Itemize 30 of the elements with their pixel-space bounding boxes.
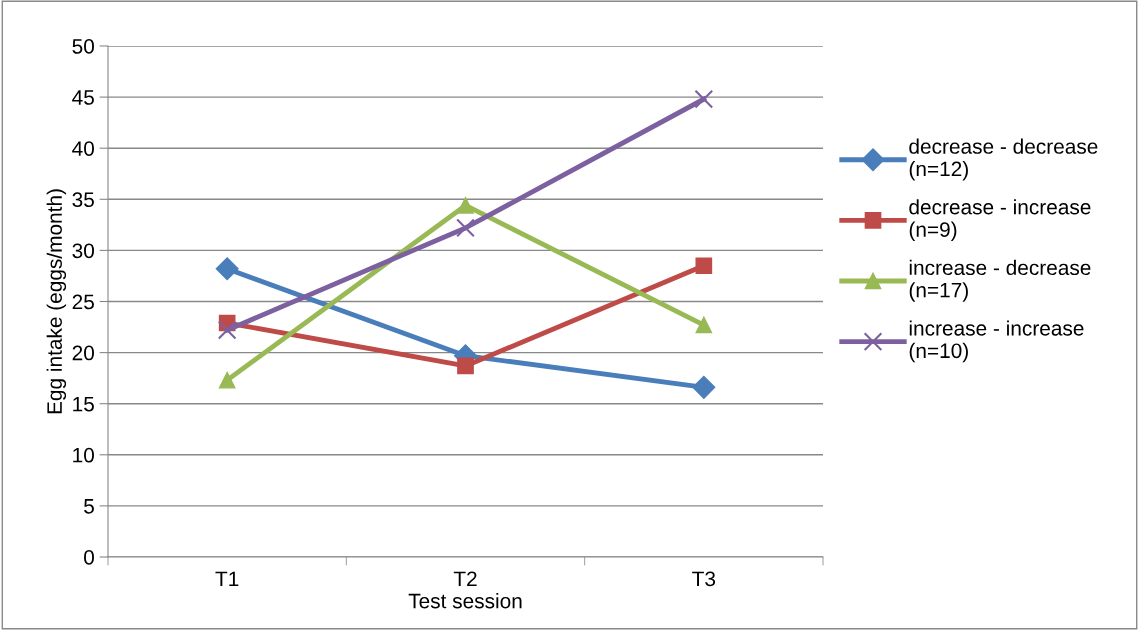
legend-label: increase - decrease (n=17) [909, 259, 1091, 302]
point [694, 89, 714, 109]
y-tick-label: 25 [72, 294, 94, 310]
point [457, 357, 474, 375]
y-axis-title: Egg intake (eggs/month) [46, 189, 67, 414]
point [692, 375, 716, 399]
point [456, 218, 475, 238]
point [217, 320, 237, 340]
x-tick-label: T3 [692, 571, 716, 587]
point [457, 197, 474, 214]
y-tick-label: 20 [72, 345, 94, 361]
legend-label: decrease - decrease (n=12) [909, 138, 1098, 181]
y-tick-label: 0 [84, 550, 94, 565]
x-tick-label: T2 [453, 571, 477, 586]
point [695, 316, 713, 334]
y-tick-label: 30 [72, 243, 94, 259]
y-tick-label: 40 [72, 141, 94, 156]
x-axis-title: Test session [408, 593, 522, 609]
y-tick-label: 15 [73, 396, 94, 412]
y-tick-label: 50 [72, 39, 94, 54]
point [695, 257, 713, 275]
point [215, 257, 239, 281]
y-tick-label: 10 [73, 447, 94, 463]
legend-label: increase - increase (n=10) [909, 320, 1084, 363]
y-tick-label: 45 [72, 90, 94, 105]
point [218, 371, 236, 389]
legend-label: decrease - increase (n=9) [909, 199, 1091, 242]
y-tick-label: 5 [84, 499, 94, 514]
x-tick-label: T1 [215, 571, 239, 586]
y-tick-label: 35 [72, 192, 94, 208]
